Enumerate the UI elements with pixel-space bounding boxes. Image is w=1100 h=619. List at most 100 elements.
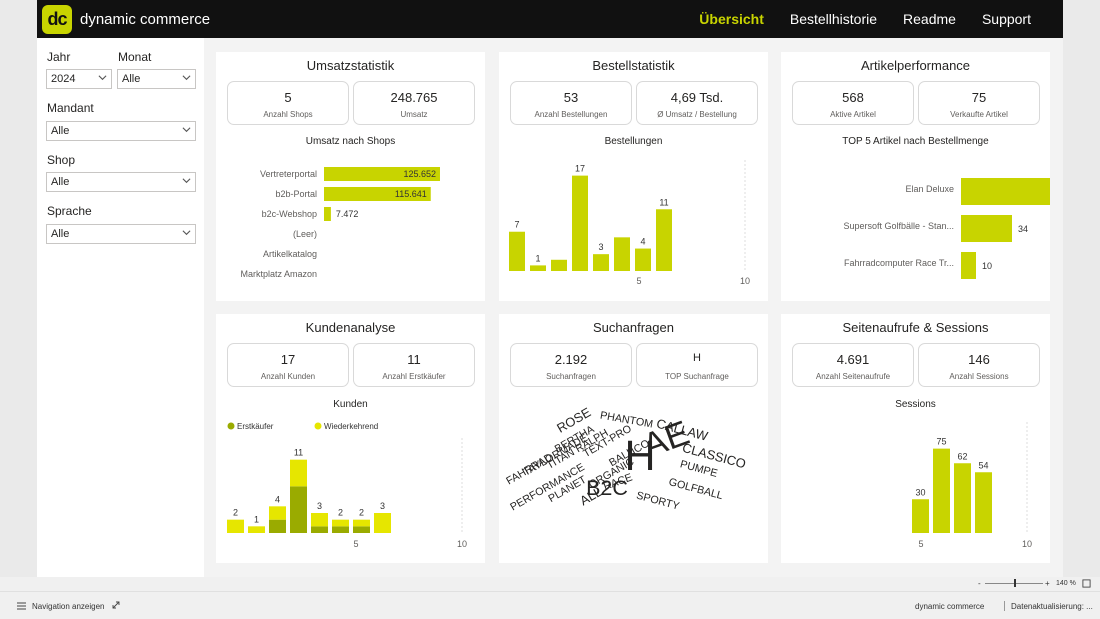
shop-select[interactable]: Alle [46,172,196,192]
kpi-value: 4.691 [836,352,870,367]
data-label: 3 [598,242,603,252]
card-kundenanalyse: Kundenanalyse 17 Anzahl Kunden 11 Anzahl… [216,314,485,563]
bestellungen-chart[interactable]: 7 1 17 3 4 11 5 10 [499,152,768,292]
kunden-chart[interactable]: Erstkäufer Wiederkehrend 2 1 4 11 3 2 2 3 5 10 [216,418,485,554]
fit-page-icon[interactable] [1082,579,1091,588]
x-tick-label: 5 [353,539,358,549]
category-label: Vertreterportal [260,169,317,179]
jahr-label: Jahr [47,50,71,64]
kpi-top-suchanfrage[interactable]: H TOP Suchanfrage [636,343,758,387]
kpi-anzahl-bestellungen[interactable]: 53 Anzahl Bestellungen [510,81,632,125]
sprache-select[interactable]: Alle [46,224,196,244]
zoom-level: 140 % [1056,580,1076,587]
report-canvas: dc dynamic commerce Übersicht Bestellhis… [37,0,1063,577]
data-label: 2 [338,508,343,518]
data-label: 125.652 [403,169,436,179]
mandant-select[interactable]: Alle [46,121,196,141]
kpi-value: 146 [968,352,990,367]
bar [572,175,588,271]
kpi-verkaufte-artikel[interactable]: 75 Verkaufte Artikel [918,81,1040,125]
data-label: 3 [317,501,322,511]
bar [933,448,950,533]
data-label: 7.472 [336,209,359,219]
data-label: 17 [575,164,585,174]
kpi-label: Verkaufte Artikel [950,110,1008,119]
legend-marker-wiederkehrend [314,422,322,430]
kpi-value: 53 [563,90,579,105]
hamburger-icon[interactable] [17,602,26,610]
data-label: 7 [514,220,519,230]
kpi-anzahl-kunden[interactable]: 17 Anzahl Kunden [227,343,349,387]
expand-icon[interactable] [112,601,120,609]
kpi-anzahl-erstkaeufer[interactable]: 11 Anzahl Erstkäufer [353,343,475,387]
bar-wiederkehrend [374,513,391,533]
bar-wiederkehrend [248,526,265,533]
kpi-label: Anzahl Kunden [260,372,316,381]
top-navigation-bar: dc dynamic commerce Übersicht Bestellhis… [37,0,1063,38]
kpi-value: 2.192 [554,352,588,367]
kpi-anzahl-shops[interactable]: 5 Anzahl Shops [227,81,349,125]
kpi-value: 11 [407,352,421,367]
shop-value: Alle [51,176,70,188]
status-bar: - + 140 % [0,577,1100,591]
category-label: Marktplatz Amazon [240,269,317,279]
nav-readme[interactable]: Readme [903,11,956,27]
bar [961,215,1012,242]
kpi-label: Anzahl Seitenaufrufe [815,372,891,381]
bar-wiederkehrend [332,519,349,527]
x-tick-label: 10 [1022,539,1032,549]
kpi-umsatz-pro-bestellung[interactable]: 4,69 Tsd. Ø Umsatz / Bestellung [636,81,758,125]
navigation-toggle[interactable]: Navigation anzeigen [32,602,105,611]
footer-brand: dynamic commerce [915,602,985,611]
chevron-down-icon [182,230,191,236]
card-title: Artikelperformance [860,58,971,73]
card-artikelperformance: Artikelperformance 568 Aktive Artikel 75… [781,52,1050,301]
kpi-anzahl-seitenaufrufe[interactable]: 4.691 Anzahl Seitenaufrufe [792,343,914,387]
word: B2C [586,476,628,500]
nav-support[interactable]: Support [981,11,1031,27]
chevron-down-icon [182,127,191,133]
zoom-in-button[interactable]: + [1045,579,1050,588]
monat-label: Monat [118,50,152,64]
bar-wiederkehrend [269,506,286,520]
footer-divider [1004,601,1005,611]
umsatz-shops-chart[interactable]: Vertreterportal 125.652 b2b-Portal 115.641 b… [216,158,485,288]
nav-uebersicht[interactable]: Übersicht [699,11,764,27]
card-title: Umsatzstatistik [306,58,395,73]
zoom-slider-handle[interactable] [1014,579,1016,587]
data-label: 54 [978,460,988,470]
data-label: 4 [275,494,280,504]
data-label: 2 [359,508,364,518]
monat-select[interactable]: Alle [117,69,196,89]
category-label: Artikelkatalog [263,249,317,259]
chevron-down-icon [98,75,107,81]
kpi-value: 568 [842,90,864,105]
kpi-anzahl-sessions[interactable]: 146 Anzahl Sessions [918,343,1040,387]
jahr-value: 2024 [51,73,76,85]
kpi-umsatz[interactable]: 248.765 Umsatz [353,81,475,125]
jahr-select[interactable]: 2024 [46,69,112,89]
legend-marker-erstkaeufer [227,422,235,430]
chevron-down-icon [182,75,191,81]
word: SPORTY [635,490,681,513]
sessions-chart[interactable]: 30 75 62 54 5 10 [781,418,1050,554]
nav-bestellhistorie[interactable]: Bestellhistorie [789,11,878,27]
monat-value: Alle [122,73,141,85]
kpi-suchanfragen[interactable]: 2.192 Suchanfragen [510,343,632,387]
bar [954,463,971,533]
category-label: b2b-Portal [275,189,317,199]
category-label: Supersoft Golfbälle - Stan... [843,221,954,231]
shop-label: Shop [47,153,76,167]
chart-title: Bestellungen [604,136,663,147]
bar-erstkaeufer [290,486,307,533]
data-label: 11 [659,197,668,207]
bar-wiederkehrend [311,513,328,527]
zoom-out-button[interactable]: - [978,579,981,588]
kpi-label: Anzahl Shops [263,110,313,119]
chart-title: TOP 5 Artikel nach Bestellmenge [842,136,989,147]
kpi-label: Ø Umsatz / Bestellung [657,110,737,119]
data-label: 62 [957,451,967,461]
kpi-aktive-artikel[interactable]: 568 Aktive Artikel [792,81,914,125]
top-artikel-chart[interactable]: Elan Deluxe64Supersoft Golfbälle - Stan.… [781,166,1050,286]
